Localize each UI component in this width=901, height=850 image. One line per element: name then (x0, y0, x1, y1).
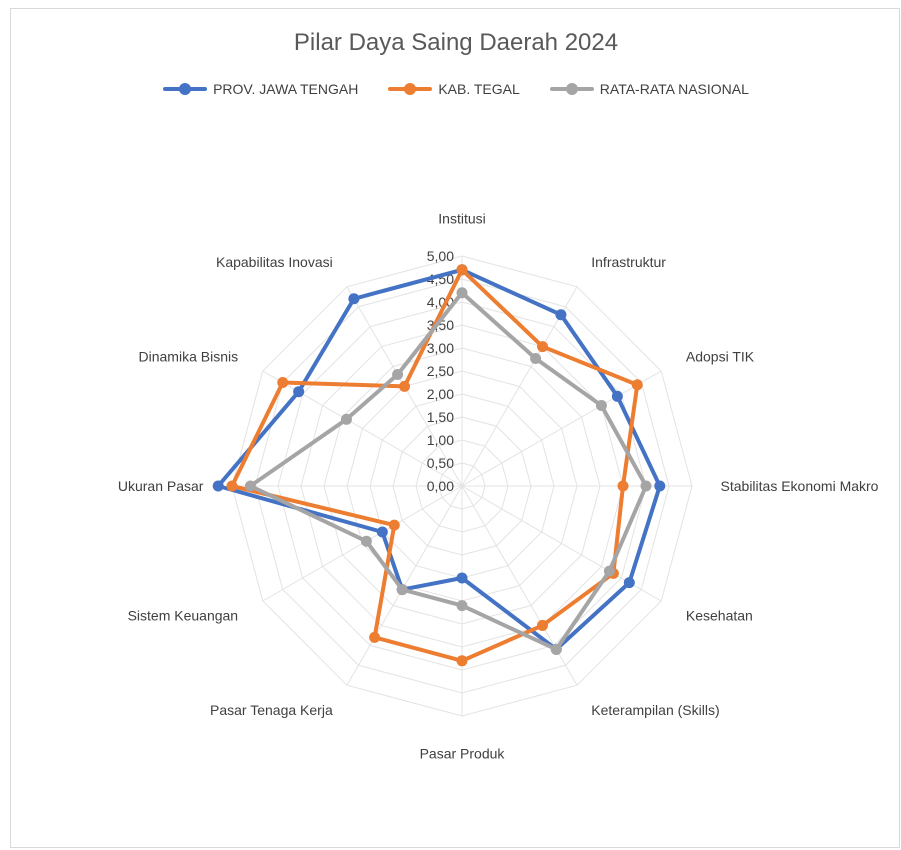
data-point-prov-jawa-tengah-dinamika-bisnis (293, 386, 305, 398)
data-point-prov-jawa-tengah-stabilitas-ekonomi-makro (654, 480, 666, 492)
axis-label-kesehatan: Kesehatan (686, 607, 753, 623)
axis-label-pasar-produk: Pasar Produk (420, 746, 506, 762)
legend-marker-rata-rata-nasional (549, 83, 594, 95)
tick-label: 0,00 (427, 478, 454, 494)
data-point-kab-tegal-ukuran-pasar (226, 480, 238, 492)
legend-label-prov-jawa-tengah: PROV. JAWA TENGAH (213, 81, 359, 97)
axis-label-keterampilan-skills: Keterampilan (Skills) (591, 702, 719, 718)
legend: PROV. JAWA TENGAH KAB. TEGAL RATA-RATA N… (11, 81, 901, 97)
data-point-prov-jawa-tengah-sistem-keuangan (376, 526, 388, 538)
data-point-prov-jawa-tengah-ukuran-pasar (212, 480, 224, 492)
data-point-prov-jawa-tengah-kapabilitas-inovasi (348, 293, 360, 305)
axis-label-sistem-keuangan: Sistem Keuangan (128, 607, 239, 623)
legend-label-rata-rata-nasional: RATA-RATA NASIONAL (599, 81, 749, 97)
data-point-rata-rata-nasional-dinamika-bisnis (340, 413, 352, 425)
data-point-prov-jawa-tengah-pasar-produk (456, 572, 468, 584)
axis-label-kapabilitas-inovasi: Kapabilitas Inovasi (216, 254, 333, 270)
data-point-rata-rata-nasional-infrastruktur (530, 353, 542, 365)
tick-label: 2,00 (427, 386, 454, 402)
tick-label: 2,50 (427, 363, 454, 379)
legend-marker-kab-tegal (388, 83, 433, 95)
data-point-kab-tegal-infrastruktur (537, 341, 548, 353)
data-point-kab-tegal-stabilitas-ekonomi-makro (617, 480, 629, 492)
data-point-rata-rata-nasional-kapabilitas-inovasi (392, 368, 404, 380)
data-point-kab-tegal-pasar-tenaga-kerja (369, 631, 381, 643)
tick-label: 3,00 (427, 340, 454, 356)
axis-label-infrastruktur: Infrastruktur (591, 254, 666, 270)
data-point-kab-tegal-pasar-produk (456, 655, 468, 667)
data-point-prov-jawa-tengah-adopsi-tik (611, 390, 623, 402)
axis-label-ukuran-pasar: Ukuran Pasar (118, 478, 204, 494)
tick-label: 5,00 (427, 248, 454, 264)
chart-title: Pilar Daya Saing Daerah 2024 (293, 29, 619, 56)
axis-label-institusi: Institusi (438, 210, 485, 226)
axis-label-dinamika-bisnis: Dinamika Bisnis (139, 349, 239, 365)
legend-item-kab-tegal[interactable]: KAB. TEGAL (388, 81, 520, 97)
data-point-prov-jawa-tengah-kesehatan (623, 577, 635, 589)
legend-marker-prov-jawa-tengah (163, 83, 208, 95)
data-point-rata-rata-nasional-keterampilan-skills (550, 643, 562, 655)
spoke-adopsi-tik (461, 370, 662, 487)
data-point-kab-tegal-adopsi-tik (631, 379, 643, 391)
data-point-kab-tegal-institusi (456, 264, 468, 276)
data-point-kab-tegal-dinamika-bisnis (277, 377, 289, 388)
tick-label: 1,50 (427, 409, 454, 425)
chart-area: Pilar Daya Saing Daerah 2024 PROV. JAWA … (10, 8, 900, 848)
tick-label: 1,00 (427, 432, 454, 448)
data-point-rata-rata-nasional-stabilitas-ekonomi-makro (640, 480, 652, 492)
data-point-rata-rata-nasional-pasar-produk (456, 600, 468, 612)
data-point-prov-jawa-tengah-infrastruktur (555, 309, 567, 321)
spoke-infrastruktur (461, 286, 578, 487)
data-point-rata-rata-nasional-ukuran-pasar (244, 480, 256, 492)
axis-label-stabilitas-ekonomi-makro: Stabilitas Ekonomi Makro (721, 478, 879, 494)
legend-item-rata-rata-nasional[interactable]: RATA-RATA NASIONAL (549, 81, 749, 97)
axis-label-pasar-tenaga-kerja: Pasar Tenaga Kerja (210, 702, 333, 718)
data-point-rata-rata-nasional-sistem-keuangan (360, 535, 372, 547)
legend-label-kab-tegal: KAB. TEGAL (438, 81, 520, 97)
legend-item-prov-jawa-tengah[interactable]: PROV. JAWA TENGAH (163, 81, 358, 97)
tick-label: 0,50 (427, 455, 454, 471)
data-point-rata-rata-nasional-pasar-tenaga-kerja (396, 584, 408, 596)
data-point-kab-tegal-keterampilan-skills (537, 619, 548, 631)
data-point-rata-rata-nasional-institusi (456, 287, 468, 299)
axis-label-adopsi-tik: Adopsi TIK (686, 349, 755, 365)
data-point-rata-rata-nasional-kesehatan (603, 565, 615, 577)
data-point-kab-tegal-sistem-keuangan (388, 519, 400, 531)
data-point-rata-rata-nasional-adopsi-tik (595, 400, 607, 411)
data-point-kab-tegal-kapabilitas-inovasi (399, 380, 410, 392)
